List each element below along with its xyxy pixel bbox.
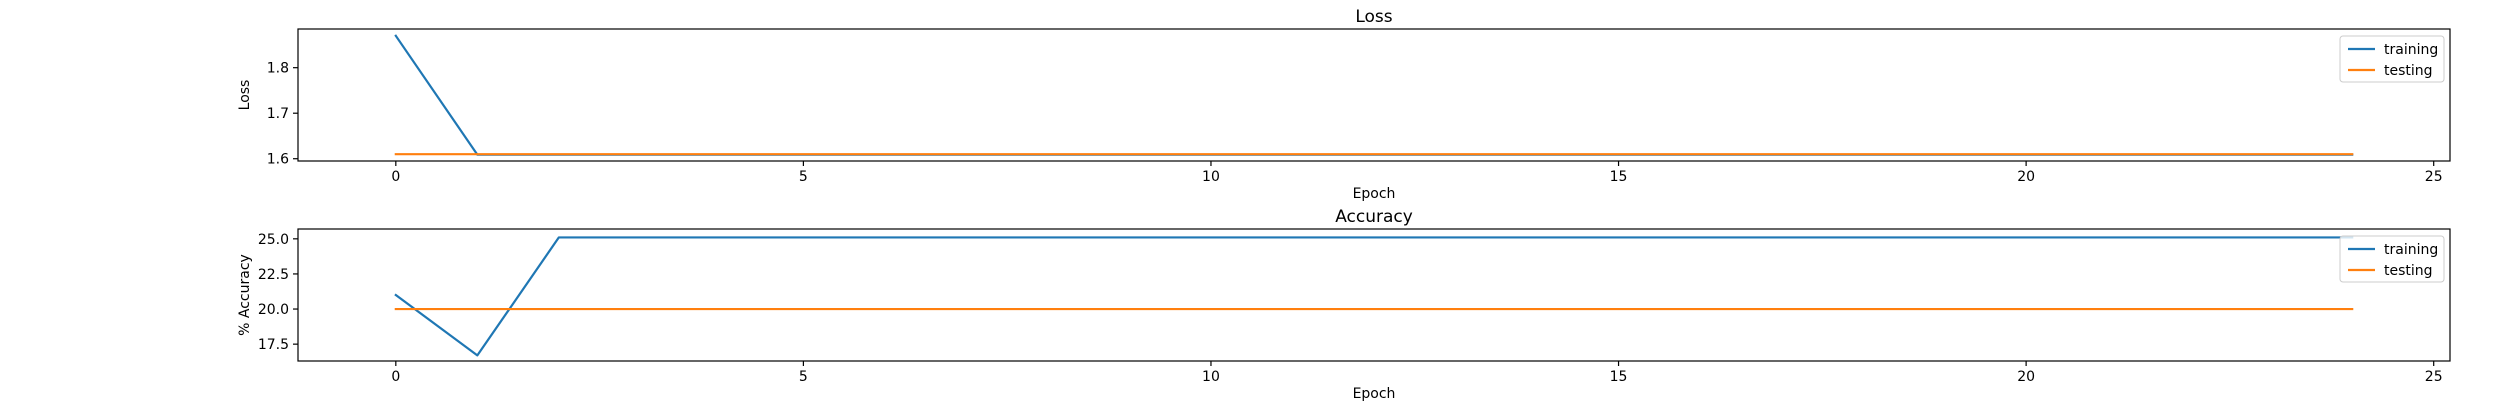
accuracy-y-tick-label: 17.5	[258, 337, 289, 353]
loss-title: Loss	[1355, 7, 1392, 27]
accuracy-x-tick-label: 5	[799, 369, 808, 385]
accuracy-axes-frame	[297, 228, 2451, 362]
accuracy-y-tick-label: 22.5	[258, 267, 289, 283]
accuracy-y-tick-label: 20.0	[258, 302, 289, 318]
loss-legend-testing-label: testing	[2384, 63, 2433, 79]
accuracy-x-tick-label: 15	[1610, 369, 1628, 385]
loss-x-tick-label: 10	[1202, 169, 1220, 185]
accuracy-y-axis-label: % Accuracy	[237, 254, 253, 336]
loss-x-tick-label: 15	[1610, 169, 1628, 185]
accuracy-training-line	[394, 236, 2354, 357]
accuracy-x-tick-label: 0	[391, 369, 400, 385]
loss-x-tick-label: 20	[2017, 169, 2035, 185]
accuracy-x-tick-label: 20	[2017, 369, 2035, 385]
accuracy-chart: Accuracy 0 5 10 15 20 25 17.5 20.0 22.5 25.0 Epoch%…	[237, 207, 2451, 402]
accuracy-x-tick-label: 25	[2425, 369, 2443, 385]
loss-y-axis-label: Loss	[237, 80, 253, 111]
accuracy-legend-testing-label: testing	[2384, 263, 2433, 279]
accuracy-x-axis-label: Epoch	[1353, 386, 1396, 402]
loss-y-tick-label: 1.8	[267, 61, 289, 77]
accuracy-legend-training-label: training	[2384, 242, 2438, 258]
accuracy-legend: training testing	[2339, 235, 2445, 283]
loss-y-tick-label: 1.7	[267, 106, 289, 122]
loss-x-tick-label: 0	[391, 169, 400, 185]
loss-legend-training-label: training	[2384, 42, 2438, 58]
loss-x-tick-label: 5	[799, 169, 808, 185]
accuracy-y-tick-label: 25.0	[258, 232, 289, 248]
loss-x-tick-label: 25	[2425, 169, 2443, 185]
accuracy-title: Accuracy	[1335, 207, 1413, 227]
loss-legend: training testing	[2339, 35, 2445, 83]
loss-y-tick-label: 1.6	[267, 152, 289, 168]
loss-axes-frame	[297, 28, 2451, 162]
loss-x-axis-label: Epoch	[1353, 186, 1396, 202]
loss-chart: Loss 0 5 10 15 20 25 1.6 1.7 1.8 Epoch Loss training…	[237, 7, 2451, 202]
accuracy-x-tick-label: 10	[1202, 369, 1220, 385]
